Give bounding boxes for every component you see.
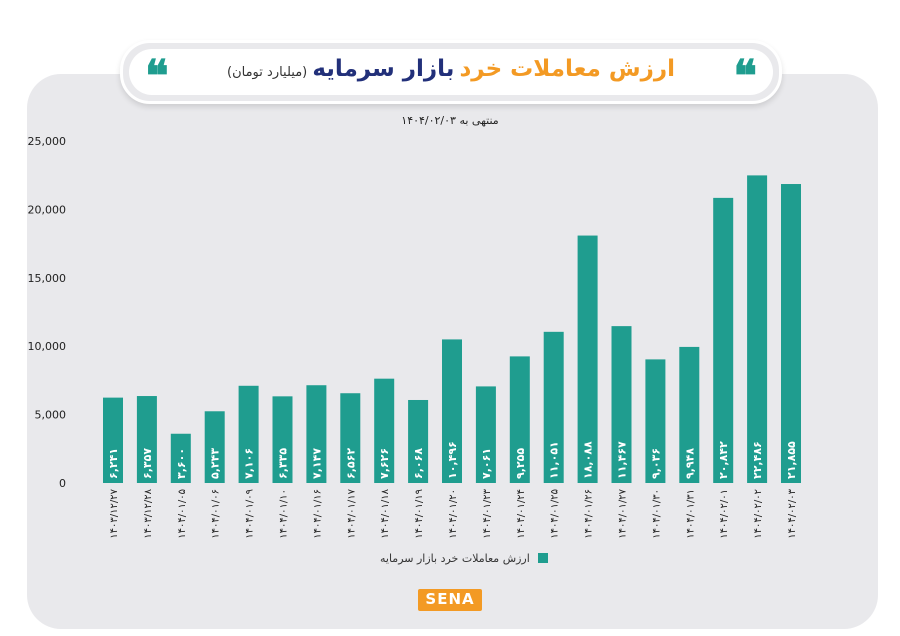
- bar-value-label: ۲۲,۴۸۶: [751, 441, 764, 479]
- bar-value-label: ۳,۶۰۰: [175, 448, 188, 479]
- bar-value-label: ۲۰,۸۴۲: [717, 441, 730, 479]
- bar-value-label: ۱۰,۴۹۶: [446, 441, 459, 479]
- bar-value-label: ۵,۲۴۳: [209, 448, 222, 479]
- bar: [306, 385, 327, 483]
- bar: [204, 411, 225, 483]
- x-tick-label: ۱۴۰۳/۱۲/۲۸: [143, 488, 154, 538]
- x-tick-label: ۱۴۰۴/۰۱/۱۰: [279, 489, 290, 539]
- bar-value-label: ۶,۳۵۷: [141, 448, 154, 479]
- bar-value-label: ۹,۹۴۸: [683, 448, 696, 479]
- bar-value-label: ۲۱,۸۵۵: [785, 441, 798, 479]
- title-navy: بازار سرمایه: [312, 56, 455, 82]
- bar-value-label: ۷,۱۴۷: [310, 448, 323, 479]
- x-tick-label: ۱۴۰۴/۰۲/۰۳: [787, 488, 798, 538]
- bar-value-label: ۶,۲۴۱: [107, 448, 120, 479]
- x-tick-label: ۱۴۰۳/۱۲/۲۷: [109, 488, 120, 538]
- x-tick-label: ۱۴۰۴/۰۱/۱۹: [414, 489, 425, 539]
- bars: ۶,۲۴۱ ۶,۳۵۷ ۳,۶۰۰ ۵,۲۴۳ ۷,۱۰۶ ۶,۳۳۵ ۷,۱۴۷ ۶,۵۶۲…: [103, 175, 801, 483]
- legend-label: ارزش معاملات خرد بازار سرمایه: [380, 551, 530, 565]
- bar: [577, 235, 598, 483]
- x-tick-label: ۱۴۰۴/۰۱/۳۰: [651, 489, 662, 539]
- y-tick-label: 20,000: [28, 203, 67, 216]
- date-note: منتهی به ۱۴۰۴/۰۲/۰۳: [401, 114, 499, 127]
- logo-text: SENA: [425, 590, 475, 608]
- y-axis: 0 5,000 10,000 15,000 20,000 25,000: [28, 135, 67, 490]
- quote-left-icon: ❝: [145, 51, 169, 102]
- x-tick-label: ۱۴۰۴/۰۱/۲۷: [618, 488, 629, 538]
- bar: [340, 393, 361, 483]
- bar-value-label: ۹,۰۳۶: [649, 448, 662, 479]
- x-axis: ۱۴۰۳/۱۲/۲۷ ۱۴۰۳/۱۲/۲۸ ۱۴۰۴/۰۱/۰۵ ۱۴۰۴/۰۱/۰۶…: [109, 488, 798, 538]
- bar-value-label: ۷,۶۲۶: [378, 448, 391, 479]
- bar-value-label: ۷,۱۰۶: [243, 448, 256, 479]
- bar: [713, 197, 734, 483]
- bar: [611, 326, 632, 483]
- bar-value-label: ۶,۳۳۵: [277, 448, 290, 479]
- title-orange: ارزش معاملات خرد: [459, 56, 675, 82]
- x-tick-label: ۱۴۰۴/۰۱/۲۴: [516, 489, 527, 539]
- bar-value-label: ۹,۲۵۵: [514, 448, 527, 479]
- x-tick-label: ۱۴۰۴/۰۱/۱۷: [346, 488, 357, 538]
- bar-value-label: ۱۸,۰۸۸: [582, 441, 595, 479]
- bar: [781, 184, 801, 483]
- x-tick-label: ۱۴۰۴/۰۲/۰۱: [719, 489, 730, 539]
- x-tick-label: ۱۴۰۴/۰۱/۲۳: [482, 488, 493, 538]
- bar: [374, 378, 395, 483]
- bar-value-label: ۷,۰۶۱: [480, 448, 493, 479]
- x-tick-label: ۱۴۰۴/۰۱/۰۵: [177, 489, 188, 539]
- bar: [645, 359, 666, 483]
- y-tick-label: 0: [59, 477, 66, 490]
- y-tick-label: 15,000: [28, 272, 67, 285]
- x-tick-label: ۱۴۰۴/۰۱/۲۵: [550, 489, 561, 539]
- y-tick-label: 5,000: [35, 409, 67, 422]
- x-tick-label: ۱۴۰۴/۰۱/۱۸: [380, 488, 391, 538]
- x-tick-label: ۱۴۰۴/۰۱/۰۹: [245, 489, 256, 539]
- x-tick-label: ۱۴۰۴/۰۱/۳۱: [685, 489, 696, 539]
- bar: [136, 396, 157, 483]
- y-tick-label: 25,000: [28, 135, 67, 148]
- bar: [509, 356, 530, 483]
- bar: [475, 386, 496, 483]
- bar: [679, 346, 700, 483]
- quote-right-icon: ❝: [733, 51, 757, 102]
- page-title: ارزش معاملات خرد بازار سرمایه (میلیارد ت…: [209, 56, 693, 82]
- bar-value-label: ۶,۰۶۸: [412, 448, 425, 479]
- bar-value-label: ۱۱,۰۵۱: [548, 441, 561, 479]
- x-tick-label: ۱۴۰۴/۰۱/۲۰: [448, 489, 459, 539]
- x-tick-label: ۱۴۰۴/۰۲/۰۲: [753, 489, 764, 539]
- title-unit: (میلیارد تومان): [227, 65, 308, 80]
- y-tick-label: 10,000: [28, 340, 67, 353]
- bar: [170, 433, 191, 483]
- header-inner: ❝ ارزش معاملات خرد بازار سرمایه (میلیارد…: [129, 49, 773, 99]
- x-tick-label: ۱۴۰۴/۰۱/۲۶: [584, 489, 595, 539]
- sena-logo: SENA: [418, 589, 482, 611]
- legend: ارزش معاملات خرد بازار سرمایه: [380, 550, 548, 566]
- x-tick-label: ۱۴۰۴/۰۱/۱۶: [312, 489, 323, 539]
- x-tick-label: ۱۴۰۴/۰۱/۰۶: [211, 489, 222, 539]
- bar-value-label: ۱۱,۴۶۷: [616, 441, 629, 479]
- bar: [408, 399, 429, 483]
- header-box: ❝ ارزش معاملات خرد بازار سرمایه (میلیارد…: [120, 40, 782, 104]
- bar: [238, 385, 259, 483]
- bar-value-label: ۶,۵۶۲: [344, 448, 357, 479]
- legend-swatch: [537, 553, 548, 563]
- bar: [747, 175, 768, 483]
- bar: [543, 331, 564, 483]
- bar: [272, 396, 293, 483]
- bar: [103, 397, 123, 483]
- bar: [442, 339, 462, 483]
